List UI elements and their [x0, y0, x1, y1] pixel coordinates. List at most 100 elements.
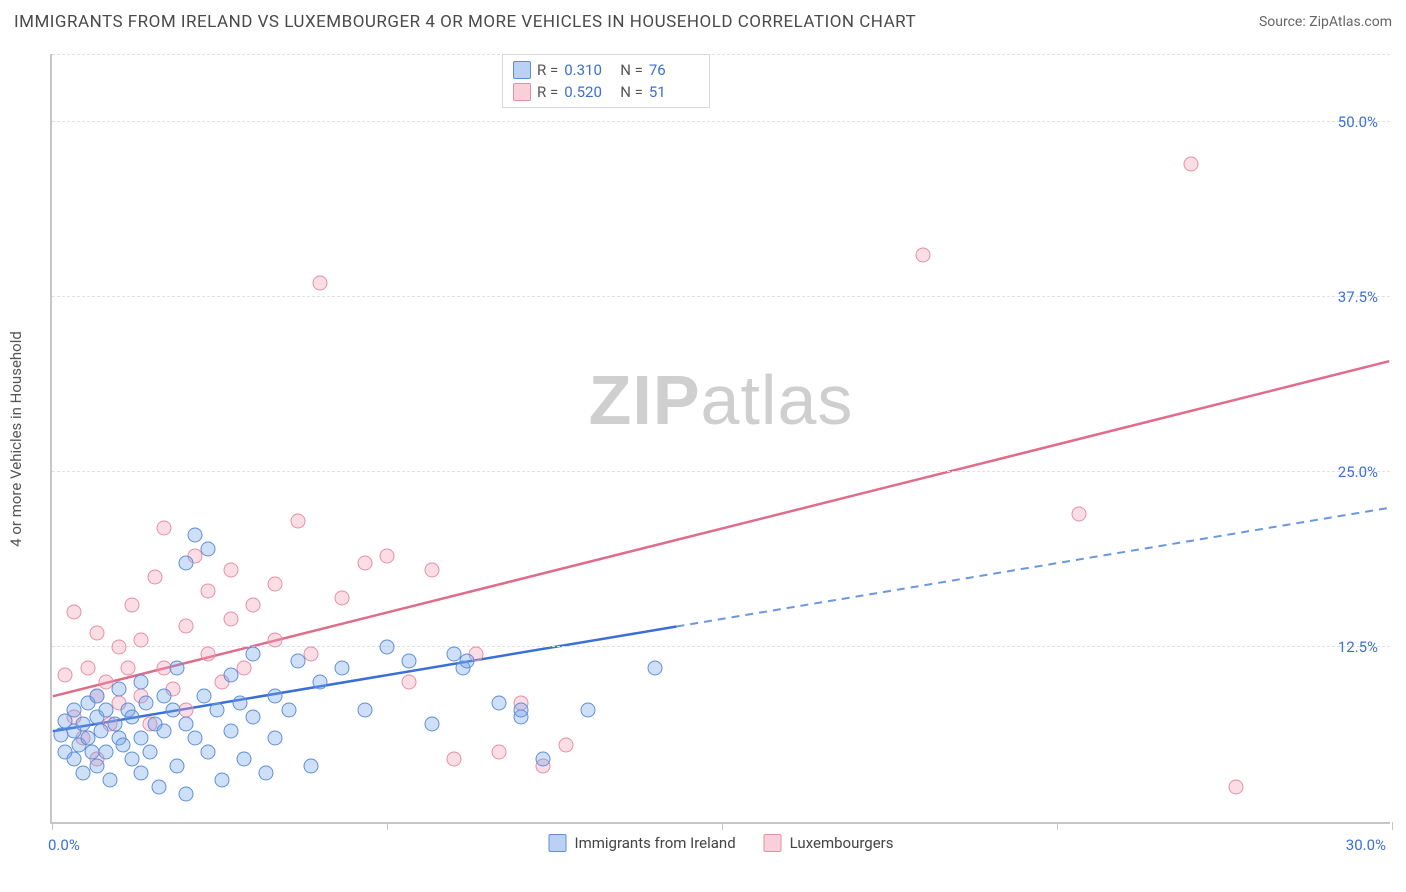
data-point [335, 661, 350, 676]
data-point [380, 640, 395, 655]
swatch-pink-icon [764, 834, 782, 852]
data-point [134, 675, 149, 690]
data-point [210, 703, 225, 718]
data-point [156, 689, 171, 704]
y-axis-label: 4 or more Vehicles in Household [7, 331, 25, 547]
data-point [179, 619, 194, 634]
x-tick [387, 822, 388, 830]
data-point [536, 752, 551, 767]
data-point [268, 689, 283, 704]
data-point [201, 647, 216, 662]
correlation-scatter-chart: ZIPatlas R = 0.310 N = 76 R = 0.520 N = … [50, 54, 1390, 824]
x-tick-right: 30.0% [1346, 836, 1386, 854]
data-point [259, 766, 274, 781]
data-point [152, 780, 167, 795]
data-point [268, 577, 283, 592]
series-legend: Immigrants from Ireland Luxembourgers [549, 834, 894, 852]
data-point [170, 661, 185, 676]
chart-header: IMMIGRANTS FROM IRELAND VS LUXEMBOURGER … [0, 0, 1406, 38]
data-point [125, 710, 140, 725]
data-point [125, 598, 140, 613]
legend-item-pink: Luxembourgers [764, 834, 894, 852]
data-point [179, 717, 194, 732]
data-point [214, 773, 229, 788]
data-point [447, 752, 462, 767]
gridline [52, 121, 1390, 122]
data-point [67, 605, 82, 620]
data-point [313, 276, 328, 291]
data-point [179, 703, 194, 718]
data-point [335, 591, 350, 606]
data-point [268, 731, 283, 746]
x-tick [52, 822, 53, 830]
data-point [402, 675, 417, 690]
data-point [112, 682, 127, 697]
data-point [357, 556, 372, 571]
legend-label-blue: Immigrants from Ireland [575, 834, 736, 852]
data-point [223, 724, 238, 739]
data-point [223, 668, 238, 683]
data-point [134, 633, 149, 648]
gridline [52, 296, 1390, 297]
x-tick [722, 822, 723, 830]
data-point [357, 703, 372, 718]
data-point [514, 703, 529, 718]
watermark: ZIPatlas [589, 360, 854, 440]
swatch-blue-icon [513, 61, 531, 79]
x-tick-left: 0.0% [48, 836, 80, 854]
chart-source: Source: ZipAtlas.com [1259, 14, 1392, 30]
data-point [112, 640, 127, 655]
data-point [196, 689, 211, 704]
data-point [648, 661, 663, 676]
data-point [107, 717, 122, 732]
data-point [304, 647, 319, 662]
data-point [187, 528, 202, 543]
data-point [170, 759, 185, 774]
data-point [246, 710, 261, 725]
data-point [313, 675, 328, 690]
data-point [380, 549, 395, 564]
x-tick [1392, 822, 1393, 830]
stats-legend: R = 0.310 N = 76 R = 0.520 N = 51 [502, 54, 710, 108]
data-point [268, 633, 283, 648]
data-point [201, 542, 216, 557]
stats-row-pink: R = 0.520 N = 51 [513, 81, 699, 103]
data-point [424, 563, 439, 578]
data-point [143, 745, 158, 760]
y-tick-label: 25.0% [1338, 463, 1378, 481]
data-point [89, 689, 104, 704]
gridline [52, 471, 1390, 472]
data-point [223, 563, 238, 578]
data-point [134, 766, 149, 781]
data-point [98, 745, 113, 760]
data-point [1228, 780, 1243, 795]
data-point [581, 703, 596, 718]
data-point [460, 654, 475, 669]
data-point [134, 731, 149, 746]
data-point [201, 745, 216, 760]
data-point [402, 654, 417, 669]
data-point [1072, 507, 1087, 522]
data-point [116, 738, 131, 753]
y-tick-label: 12.5% [1338, 638, 1378, 656]
data-point [246, 647, 261, 662]
data-point [120, 661, 135, 676]
data-point [232, 696, 247, 711]
data-point [187, 731, 202, 746]
data-point [89, 759, 104, 774]
data-point [237, 661, 252, 676]
plot-area: ZIPatlas R = 0.310 N = 76 R = 0.520 N = … [50, 54, 1390, 824]
legend-item-blue: Immigrants from Ireland [549, 834, 736, 852]
data-point [138, 696, 153, 711]
data-point [237, 752, 252, 767]
data-point [201, 584, 216, 599]
data-point [80, 661, 95, 676]
data-point [125, 752, 140, 767]
data-point [558, 738, 573, 753]
y-tick-label: 50.0% [1338, 113, 1378, 131]
legend-label-pink: Luxembourgers [790, 834, 894, 852]
data-point [156, 521, 171, 536]
data-point [491, 745, 506, 760]
data-point [223, 612, 238, 627]
data-point [67, 752, 82, 767]
